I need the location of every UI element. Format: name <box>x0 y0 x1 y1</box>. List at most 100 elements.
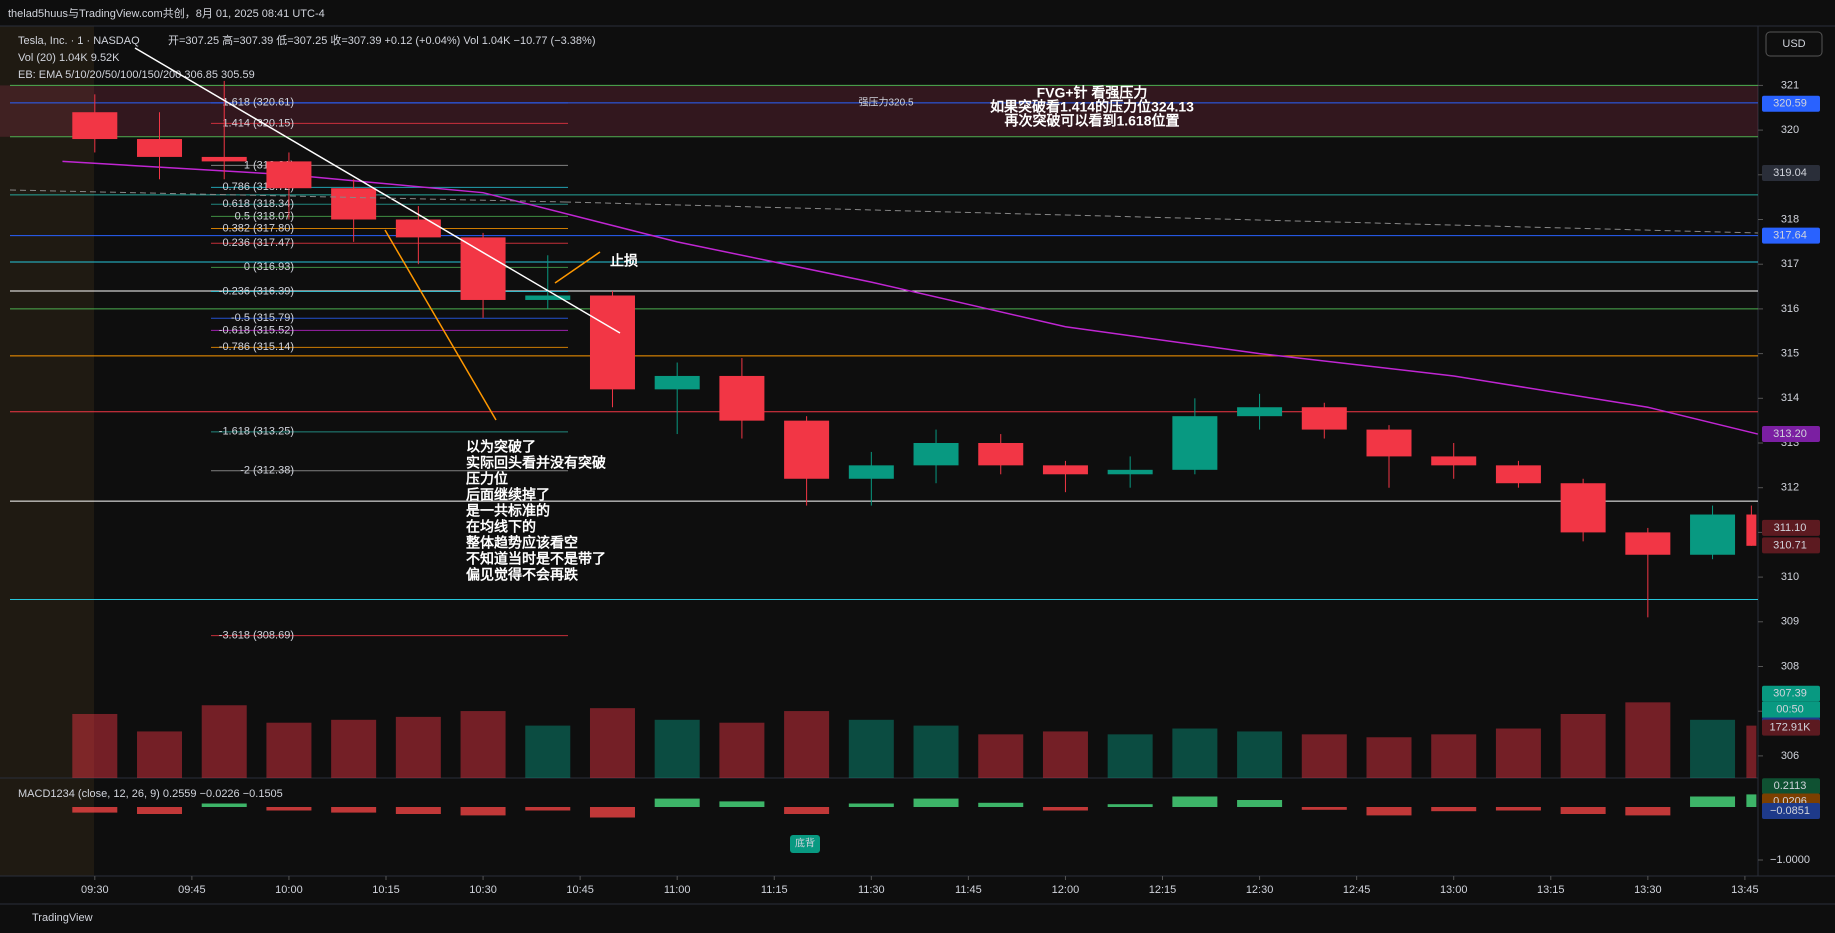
candle-body <box>1560 483 1606 533</box>
candle-body <box>719 375 765 421</box>
macd-bar <box>1172 796 1218 807</box>
candle-body <box>784 420 830 479</box>
y-tick-label: 306 <box>1781 750 1799 762</box>
candle-body <box>1625 532 1671 555</box>
candle-body <box>654 375 700 390</box>
y-tick-label: 317 <box>1781 258 1799 270</box>
note-line: 是一共标准的 <box>466 503 550 519</box>
countdown: 00:50 <box>1776 704 1804 716</box>
fib-label: 0 (316.93) <box>244 261 294 273</box>
axis-badge <box>1762 426 1820 443</box>
macd-bar <box>848 803 894 807</box>
macd-bar <box>978 802 1024 807</box>
header-title: thelad5huus与TradingView.com共创，8月 01, 202… <box>8 7 325 20</box>
volume-bar <box>137 731 183 778</box>
x-tick-label: 11:00 <box>664 884 691 896</box>
x-tick-label: 13:30 <box>1634 884 1662 896</box>
candle-body <box>137 139 183 157</box>
macd-bar <box>1625 807 1671 816</box>
x-tick-label: 10:45 <box>566 884 594 896</box>
resistance-zone <box>0 85 1758 137</box>
fib-label: 0.5 (318.07) <box>235 210 294 222</box>
dashed-line <box>9 189 566 203</box>
volume-bar <box>460 711 506 778</box>
volume-bar <box>784 711 830 778</box>
macd-bar <box>784 807 830 814</box>
candle-body <box>72 112 118 140</box>
axis-badge <box>1762 227 1820 244</box>
volume-bar <box>719 722 765 778</box>
axis-badge <box>1762 165 1820 182</box>
y-tick-label: 315 <box>1781 348 1799 360</box>
countdown-badge <box>1762 701 1820 718</box>
candle-body <box>1237 407 1283 417</box>
axis-badge-label: 317.64 <box>1773 229 1807 241</box>
axis-badge <box>1762 685 1820 702</box>
annotations: FVG+针 看强压力 如果突破看1.414的压力位324.13 再次突破可以看到… <box>465 85 1194 853</box>
x-tick-label: 12:45 <box>1343 884 1371 896</box>
candle-body <box>1172 416 1218 470</box>
axis-badge <box>1762 95 1820 112</box>
candle-body <box>1107 469 1153 475</box>
legend-ohlc: 开=307.25 高=307.39 低=307.25 收=307.39 +0.1… <box>168 33 595 47</box>
candle-body <box>978 443 1024 466</box>
volume-bar <box>978 734 1024 778</box>
y-tick-label: 320 <box>1781 124 1799 136</box>
x-tick-label: 11:45 <box>955 884 982 896</box>
volume-bar <box>1107 734 1153 778</box>
y-tick-label: 310 <box>1781 571 1799 583</box>
axis-badge <box>1762 778 1820 795</box>
macd-bar <box>460 807 506 816</box>
macd-bar <box>331 807 377 813</box>
macd-bar <box>1237 800 1283 807</box>
annotation: 如果突破看1.414的压力位324.13 <box>990 99 1194 115</box>
macd-bar <box>72 807 118 813</box>
axis-badge-label: 313.20 <box>1773 428 1807 440</box>
note-line: 偏见觉得不会再跌 <box>466 567 579 583</box>
candle-body <box>1366 429 1412 457</box>
macd-bar <box>201 803 247 807</box>
candle-body <box>525 295 571 300</box>
currency[interactable]: USD <box>1782 38 1805 50</box>
x-tick-label: 13:45 <box>1731 884 1759 896</box>
axis-badge-label: 172.91K <box>1770 722 1812 734</box>
dashed-line <box>564 201 1759 234</box>
volume-bar <box>1560 713 1606 778</box>
fib-label: -3.618 (308.69) <box>219 630 294 642</box>
trendline <box>134 47 621 334</box>
macd-bar <box>1495 807 1541 811</box>
arrow-line <box>384 229 497 421</box>
candle-body <box>1690 514 1736 555</box>
macd-bar <box>1366 807 1412 816</box>
volume-bar <box>913 725 959 778</box>
volume-bar <box>266 722 312 778</box>
currency-button[interactable] <box>1765 31 1823 57</box>
axis-badge <box>1762 519 1820 536</box>
note-line: 实际回头看并没有突破 <box>466 455 606 471</box>
axis-badge <box>1762 719 1820 736</box>
candle-body <box>266 161 312 189</box>
macd-bar <box>589 807 635 818</box>
macd-bar <box>1431 807 1477 812</box>
macd-bar <box>1560 807 1606 814</box>
x-tick-label: 12:15 <box>1149 884 1177 896</box>
annotation: 底背 <box>795 837 815 850</box>
note-line: 后面继续掉了 <box>466 487 550 503</box>
divergence-badge <box>790 835 820 853</box>
y-tick-label: 309 <box>1781 616 1799 628</box>
volume-bar <box>1690 719 1736 778</box>
legend-ema: EB: EMA 5/10/20/50/100/150/200 306.85 30… <box>18 69 255 81</box>
candle-body <box>331 188 377 220</box>
y-tick-label: 312 <box>1781 482 1799 494</box>
candle-body <box>460 237 506 300</box>
volume-bar <box>72 713 118 778</box>
x-tick-label: 12:30 <box>1246 884 1274 896</box>
note-line: 不知道当时是不是带了 <box>466 551 606 567</box>
volume-bar <box>201 705 247 778</box>
x-tick-label: 09:45 <box>178 884 206 896</box>
macd-bar <box>266 807 312 811</box>
candle-body <box>848 465 894 479</box>
volume-bar <box>1746 725 1757 778</box>
candle-body <box>1042 465 1088 475</box>
candle-body <box>1431 456 1477 466</box>
